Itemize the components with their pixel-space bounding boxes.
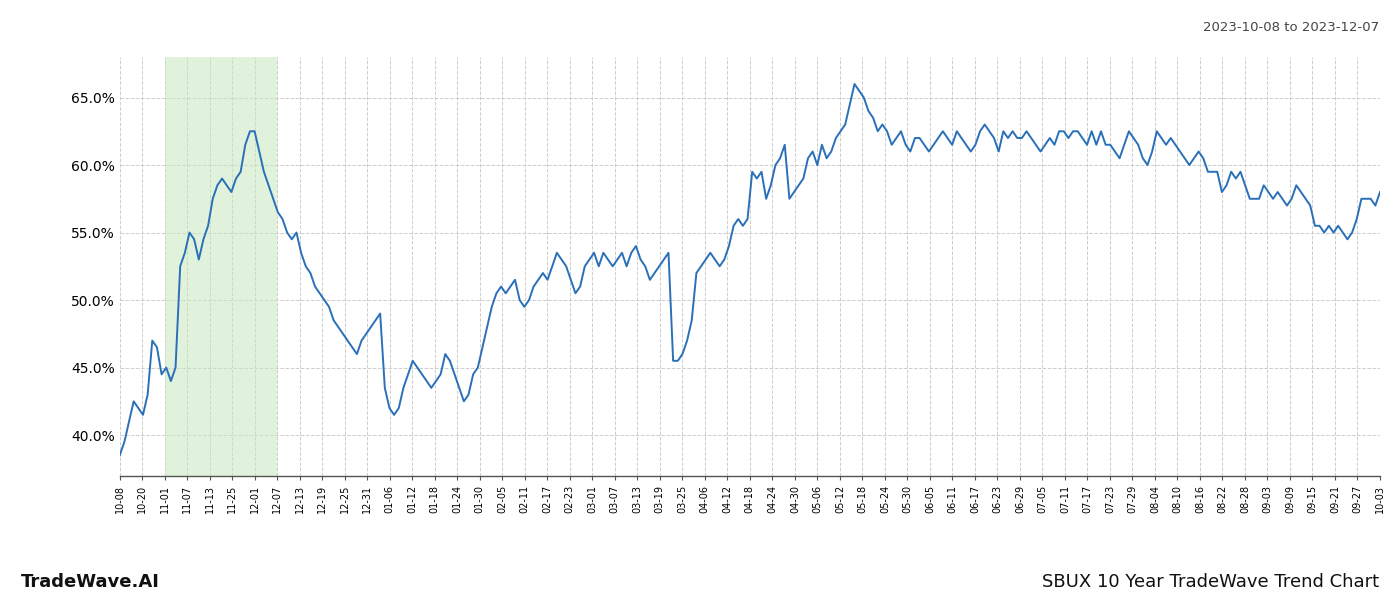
Text: TradeWave.AI: TradeWave.AI: [21, 573, 160, 591]
Bar: [165, 57, 277, 476]
Text: 2023-10-08 to 2023-12-07: 2023-10-08 to 2023-12-07: [1203, 21, 1379, 34]
Text: SBUX 10 Year TradeWave Trend Chart: SBUX 10 Year TradeWave Trend Chart: [1042, 573, 1379, 591]
